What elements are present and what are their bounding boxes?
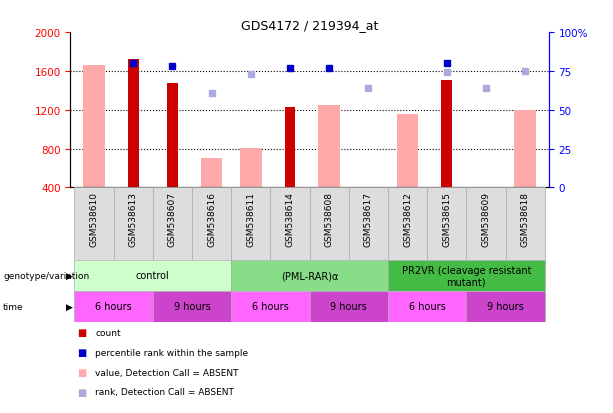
Text: control: control: [136, 271, 170, 281]
Text: GSM538609: GSM538609: [481, 192, 490, 247]
Text: 9 hours: 9 hours: [487, 301, 524, 312]
Bar: [466, 291, 545, 322]
Bar: [74, 260, 231, 291]
Text: rank, Detection Call = ABSENT: rank, Detection Call = ABSENT: [95, 387, 234, 396]
Text: value, Detection Call = ABSENT: value, Detection Call = ABSENT: [95, 368, 238, 377]
Text: ■: ■: [77, 347, 86, 357]
Text: GSM538608: GSM538608: [325, 192, 333, 247]
Bar: [74, 188, 113, 260]
Text: GSM538610: GSM538610: [89, 192, 99, 247]
Text: ■: ■: [77, 328, 86, 337]
Text: ■: ■: [77, 367, 86, 377]
Text: 6 hours: 6 hours: [95, 301, 132, 312]
Text: GSM538611: GSM538611: [246, 192, 255, 247]
Bar: [192, 188, 231, 260]
Bar: [506, 188, 545, 260]
Text: ▶: ▶: [66, 302, 73, 311]
Bar: [284, 107, 295, 188]
Bar: [74, 291, 153, 322]
Bar: [89, 66, 99, 188]
Bar: [388, 188, 427, 260]
Text: count: count: [95, 328, 121, 337]
Bar: [310, 291, 388, 322]
Text: 9 hours: 9 hours: [330, 301, 367, 312]
Bar: [270, 188, 310, 260]
Text: GSM538614: GSM538614: [286, 192, 294, 246]
Bar: [310, 188, 349, 260]
Text: 6 hours: 6 hours: [409, 301, 446, 312]
Text: GSM538612: GSM538612: [403, 192, 412, 246]
Bar: [388, 291, 466, 322]
Text: GSM538615: GSM538615: [442, 192, 451, 247]
Text: 6 hours: 6 hours: [252, 301, 289, 312]
Bar: [231, 188, 270, 260]
Bar: [388, 260, 545, 291]
Bar: [153, 291, 231, 322]
Bar: [466, 188, 506, 260]
Bar: [397, 114, 418, 188]
Text: GSM538618: GSM538618: [520, 192, 530, 247]
Bar: [427, 188, 466, 260]
Text: 9 hours: 9 hours: [173, 301, 210, 312]
Bar: [349, 188, 388, 260]
Bar: [441, 81, 452, 188]
Text: genotype/variation: genotype/variation: [3, 271, 89, 280]
Bar: [514, 110, 536, 188]
Text: PR2VR (cleavage resistant
mutant): PR2VR (cleavage resistant mutant): [402, 265, 531, 287]
Bar: [481, 188, 491, 189]
Bar: [167, 83, 178, 188]
Text: GSM538607: GSM538607: [168, 192, 177, 247]
Text: GSM538616: GSM538616: [207, 192, 216, 247]
Bar: [201, 159, 223, 188]
Bar: [83, 66, 105, 188]
Text: time: time: [3, 302, 24, 311]
Text: ■: ■: [77, 387, 86, 397]
Text: percentile rank within the sample: percentile rank within the sample: [95, 348, 248, 357]
Text: ▶: ▶: [66, 271, 73, 280]
Bar: [128, 60, 139, 188]
Text: GSM538617: GSM538617: [364, 192, 373, 247]
Bar: [318, 106, 340, 188]
Bar: [231, 291, 310, 322]
Bar: [231, 260, 388, 291]
Text: GSM538613: GSM538613: [129, 192, 138, 247]
Bar: [153, 188, 192, 260]
Bar: [113, 188, 153, 260]
Text: (PML-RAR)α: (PML-RAR)α: [281, 271, 338, 281]
Bar: [240, 148, 262, 188]
Title: GDS4172 / 219394_at: GDS4172 / 219394_at: [241, 19, 378, 32]
